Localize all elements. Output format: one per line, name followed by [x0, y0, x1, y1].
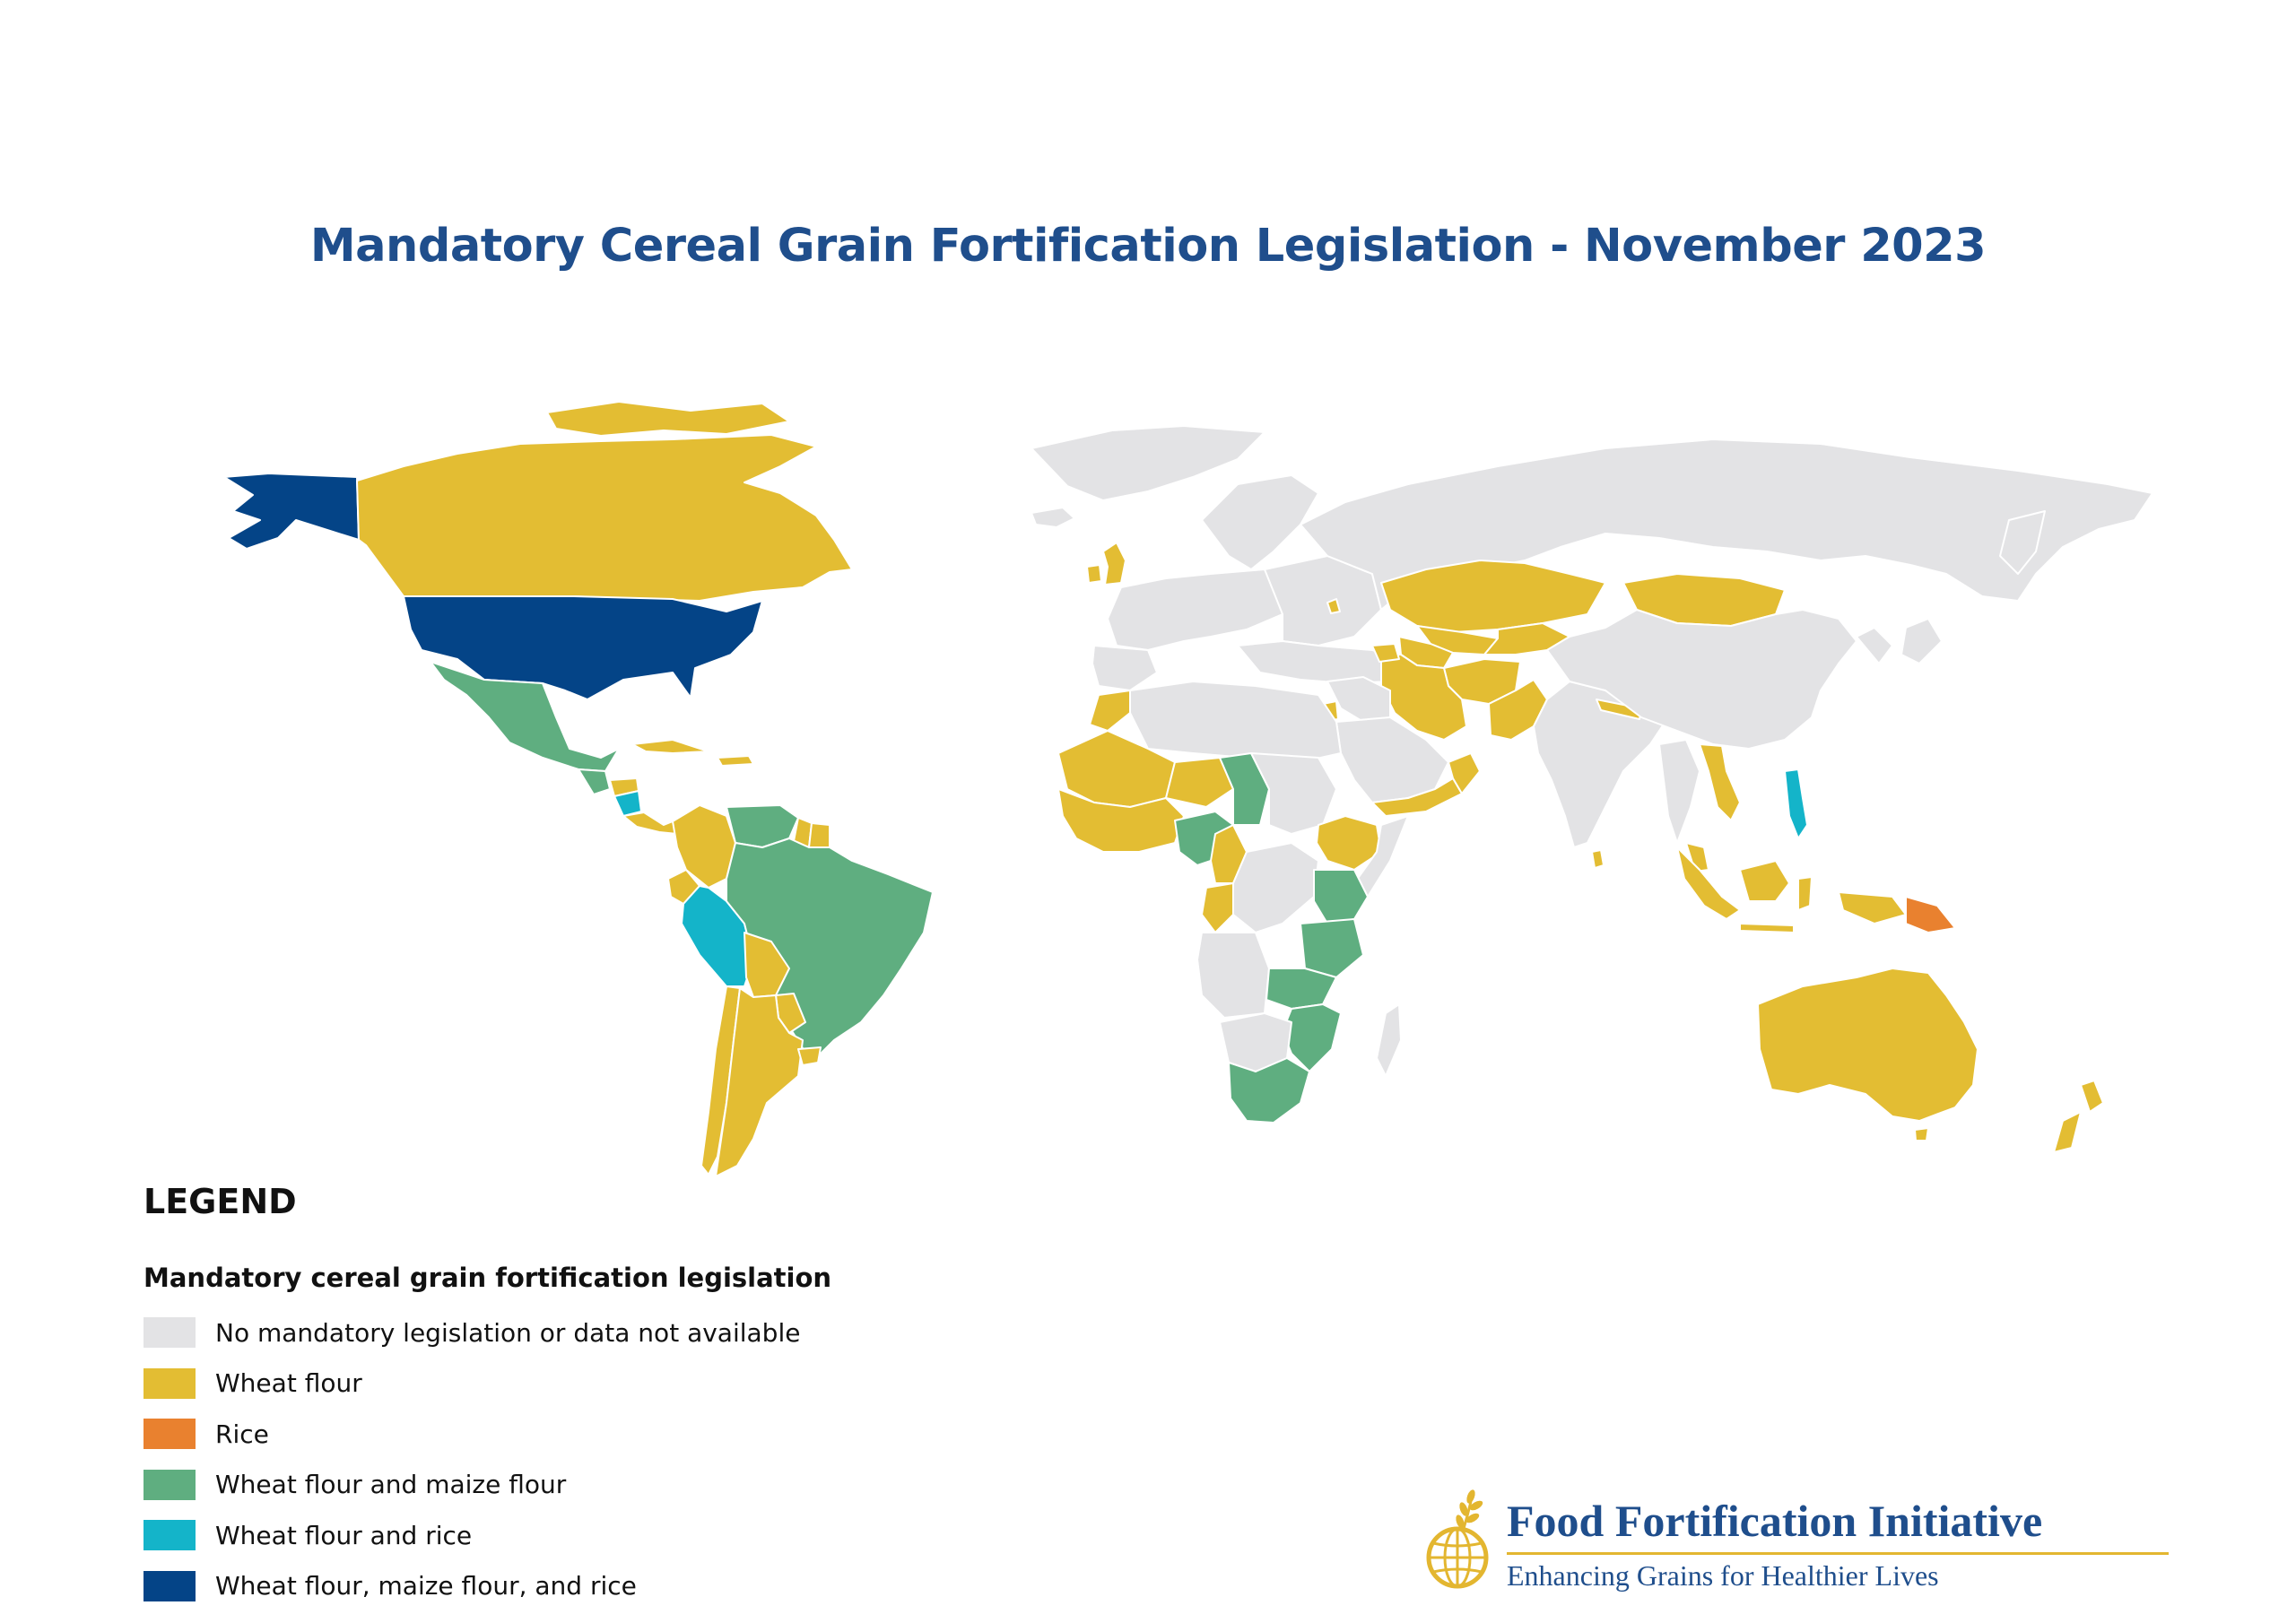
- region-australia: [1757, 968, 1979, 1122]
- legend-item-wheat-maize: Wheat flour and maize flour: [144, 1460, 800, 1511]
- logo-divider: [1507, 1552, 2169, 1555]
- region-indonesia-sumatra: [1676, 846, 1741, 920]
- legend-label: Rice: [215, 1419, 269, 1449]
- region-indonesia-sulawesi: [1797, 876, 1813, 911]
- region-myanmar-thailand: [1658, 739, 1700, 844]
- legend-swatch: [144, 1570, 196, 1601]
- wheat-globe-icon: [1426, 1489, 1489, 1589]
- org-name: Food Fortification Initiative: [1507, 1496, 2043, 1546]
- region-greenland: [1031, 425, 1265, 501]
- region-ethiopia: [1316, 815, 1382, 871]
- region-canada: [356, 434, 853, 602]
- legend-label: No mandatory legislation or data not ava…: [215, 1317, 801, 1348]
- region-kyrgyz-tajik: [1483, 622, 1570, 655]
- legend-swatch: [144, 1419, 196, 1450]
- region-guatemala: [578, 768, 611, 795]
- region-angola: [1196, 932, 1270, 1019]
- region-tasmania: [1914, 1127, 1929, 1141]
- region-new-zealand: [2053, 1080, 2104, 1153]
- region-costa-rica-panama: [622, 812, 678, 835]
- region-south-africa: [1228, 1057, 1310, 1124]
- legend-item-none: No mandatory legislation or data not ava…: [144, 1307, 800, 1358]
- region-philippines: [1784, 768, 1808, 839]
- region-western-europe: [1107, 568, 1292, 651]
- region-uruguay: [797, 1046, 822, 1066]
- region-sudan: [1250, 752, 1337, 835]
- legend-item-wheat: Wheat flour: [144, 1358, 800, 1410]
- legend-swatch: [144, 1317, 196, 1349]
- legend-swatch: [144, 1520, 196, 1551]
- legend-subheading: Mandatory cereal grain fortification leg…: [144, 1263, 832, 1293]
- legend-heading: LEGEND: [144, 1182, 297, 1221]
- region-ireland: [1086, 564, 1102, 584]
- region-scandinavia: [1201, 474, 1319, 570]
- region-zambia-malawi: [1265, 968, 1337, 1010]
- region-azerbaijan-georgia: [1371, 643, 1400, 663]
- region-korea-japan: [1856, 618, 1943, 664]
- legend-swatch: [144, 1367, 196, 1399]
- legend-item-wheat-maize-rice: Wheat flour, maize flour, and rice: [144, 1561, 800, 1612]
- region-china: [1546, 609, 1857, 750]
- legend-list: No mandatory legislation or data not ava…: [144, 1307, 800, 1611]
- region-indonesia-papua: [1838, 891, 1907, 924]
- region-tanzania: [1300, 918, 1364, 978]
- org-tagline: Enhancing Grains for Healthier Lives: [1507, 1559, 1939, 1592]
- region-nicaragua: [613, 790, 642, 817]
- legend-label: Wheat flour and maize flour: [215, 1470, 567, 1500]
- region-central-africa: [1232, 842, 1319, 933]
- legend-label: Wheat flour and rice: [215, 1520, 473, 1550]
- region-moldova: [1326, 598, 1341, 614]
- region-uk: [1102, 542, 1126, 586]
- region-madagascar: [1376, 1003, 1402, 1077]
- region-usa: [403, 595, 763, 700]
- legend-label: Wheat flour, maize flour, and rice: [215, 1571, 637, 1601]
- legend-swatch: [144, 1469, 196, 1500]
- world-map: [223, 401, 2152, 1177]
- ffi-logo: Food Fortification Initiative Enhancing …: [1417, 1484, 2224, 1601]
- legend-item-wheat-rice: Wheat flour and rice: [144, 1510, 800, 1561]
- region-papua-new-guinea: [1905, 896, 1956, 933]
- region-indonesia-borneo: [1739, 860, 1790, 902]
- region-iberia: [1091, 645, 1158, 691]
- region-canada-islands: [546, 401, 790, 437]
- region-algeria-libya-egypt: [1129, 681, 1342, 763]
- region-hispaniola: [717, 755, 754, 767]
- region-kamchatka: [1999, 510, 2046, 575]
- region-niger: [1165, 757, 1234, 808]
- region-iceland: [1031, 507, 1075, 528]
- region-suriname: [808, 822, 831, 848]
- map-title: Mandatory Cereal Grain Fortification Leg…: [309, 220, 1987, 273]
- region-iran: [1380, 654, 1467, 741]
- region-cuba: [631, 739, 709, 754]
- region-gabon-congo: [1201, 882, 1234, 933]
- region-oman: [1448, 752, 1481, 794]
- legend-label: Wheat flour: [215, 1368, 362, 1399]
- region-alaska: [223, 473, 360, 550]
- region-sri-lanka: [1591, 849, 1605, 869]
- region-west-africa-coast: [1057, 788, 1185, 853]
- region-argentina: [715, 987, 804, 1177]
- region-vietnam: [1699, 743, 1741, 821]
- region-indonesia-java: [1739, 923, 1795, 933]
- legend-item-rice: Rice: [144, 1409, 800, 1460]
